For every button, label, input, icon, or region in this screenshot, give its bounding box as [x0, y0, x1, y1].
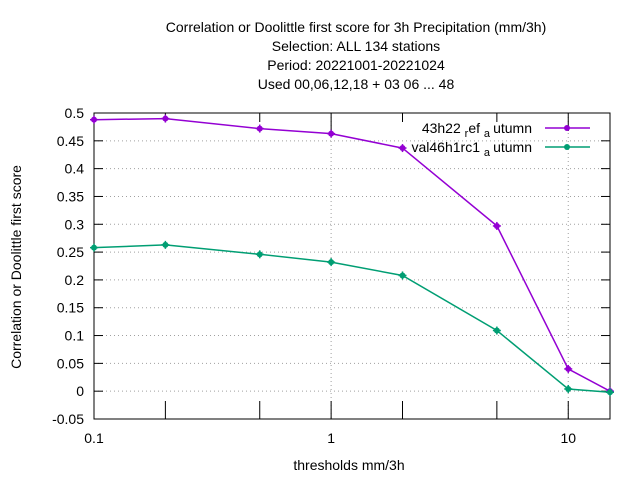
y-tick-label: 0: [76, 383, 84, 399]
series-group: [90, 114, 614, 397]
x-tick-labels: 0.1 1 10: [84, 430, 576, 446]
title-line-3: Period: 20221001-20221024: [267, 57, 445, 73]
axes: [93, 112, 611, 420]
chart-title: Correlation or Doolittle first score for…: [166, 19, 546, 92]
title-line-1: Correlation or Doolittle first score for…: [166, 19, 546, 35]
legend-marker-1: [564, 125, 570, 131]
x-axis-label: thresholds mm/3h: [293, 457, 404, 473]
plot-border: [93, 112, 611, 420]
legend-name-sub: a: [484, 128, 493, 140]
y-tick-label: 0.3: [65, 216, 85, 232]
y-tick-label: 0.4: [65, 161, 85, 177]
y-tick-label: 0.25: [57, 244, 84, 260]
y-tick-label: 0.45: [57, 133, 84, 149]
legend-name-tail: utumn: [493, 139, 532, 155]
legend-name-sub: r: [465, 128, 469, 140]
y-tick-label: 0.05: [57, 355, 84, 371]
legend-name-main: 43h22: [422, 120, 465, 136]
legend-label-2: val46h1rc1 a utumn: [412, 139, 533, 159]
y-tick-label: 0.15: [57, 300, 84, 316]
series-line-2: [93, 244, 611, 394]
y-tick-label: -0.05: [52, 411, 84, 427]
title-line-4: Used 00,06,12,18 + 03 06 ... 48: [258, 76, 455, 92]
legend-name-tail: utumn: [493, 120, 532, 136]
y-axis-label: Correlation or Doolittle first score: [8, 165, 24, 369]
legend-name-main: val46h1rc1: [412, 139, 484, 155]
y-tick-label: 0.5: [65, 105, 85, 121]
legend-marker-2: [564, 144, 570, 150]
x-tick-label: 10: [560, 430, 576, 446]
legend-name-mid: ef: [468, 120, 484, 136]
legend-label-1: 43h22 ref a utumn: [422, 120, 532, 140]
legend-name-sub: a: [484, 147, 493, 159]
x-tick-label: 1: [327, 430, 335, 446]
y-tick-labels: -0.05 0 0.05 0.1 0.15 0.2 0.25 0.3 0.35 0.4 0.45 0.…: [52, 105, 84, 427]
series-line-1: [93, 117, 611, 392]
y-tick-label: 0.2: [65, 272, 85, 288]
y-tick-label: 0.1: [65, 328, 85, 344]
x-tick-label: 0.1: [84, 430, 104, 446]
y-tick-label: 0.35: [57, 188, 84, 204]
title-line-2: Selection: ALL 134 stations: [272, 38, 440, 54]
